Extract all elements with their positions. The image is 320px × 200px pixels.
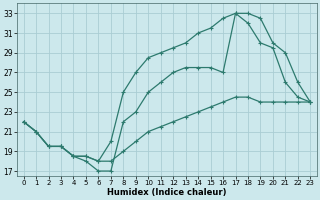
X-axis label: Humidex (Indice chaleur): Humidex (Indice chaleur): [107, 188, 227, 197]
